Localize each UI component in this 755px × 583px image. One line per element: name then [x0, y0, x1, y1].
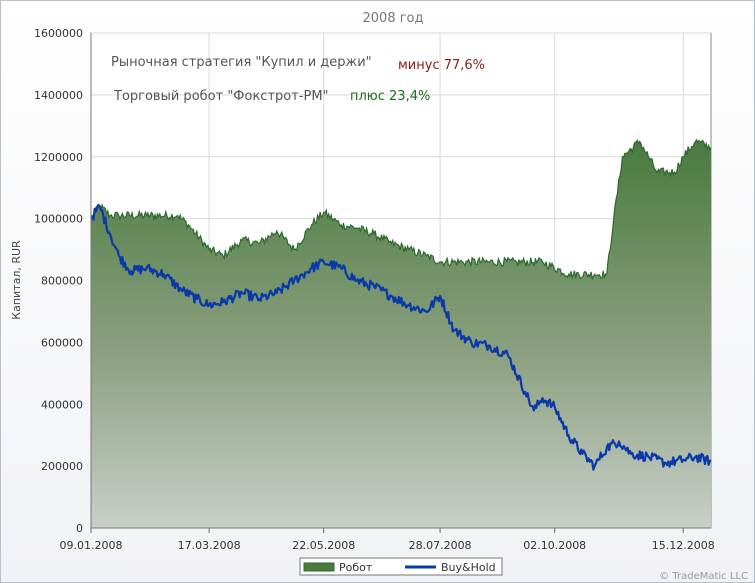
annotation-buyhold-label: Рыночная стратегия "Купил и держи" [111, 55, 372, 70]
x-tick-label: 09.01.2008 [60, 539, 123, 552]
x-tick-label: 15.12.2008 [652, 539, 715, 552]
legend-label-buyhold: Buy&Hold [441, 561, 496, 574]
chart-title: 2008 год [363, 11, 424, 26]
footer-credit: © TradeMatic LLC [659, 571, 748, 582]
series-group [90, 33, 712, 529]
series-robot-area [91, 139, 711, 528]
y-tick-label: 800000 [41, 275, 83, 288]
y-tick-label: 1400000 [34, 89, 83, 102]
annotation-robot-value: плюс 23,4% [350, 89, 430, 104]
y-tick-label: 0 [76, 522, 83, 535]
x-tick-label: 22.05.2008 [292, 539, 355, 552]
series-buyhold-line [90, 203, 712, 471]
x-tick-label: 02.10.2008 [523, 539, 586, 552]
x-tick-label: 28.07.2008 [409, 539, 472, 552]
annotation-robot-label: Торговый робот "Фокстрот-РМ" [113, 89, 329, 104]
series-robot-line [90, 138, 712, 281]
y-axis-label: Капитал, RUR [10, 240, 23, 320]
y-tick-label: 1600000 [34, 27, 83, 40]
x-tick-label: 17.03.2008 [178, 539, 241, 552]
legend-swatch-robot [303, 562, 335, 572]
y-tick-label: 1200000 [34, 151, 83, 164]
annotation-buyhold-value: минус 77,6% [398, 58, 485, 73]
y-tick-label: 400000 [41, 398, 83, 411]
y-axis-ticks: 0 200000 400000 600000 800000 1000000 1200000 1… [34, 27, 83, 535]
legend: Робот Buy&Hold [299, 557, 503, 576]
y-tick-label: 1000000 [34, 213, 83, 226]
y-tick-label: 200000 [41, 460, 83, 473]
y-tick-label: 600000 [41, 336, 83, 349]
x-axis-ticks: 09.01.2008 17.03.2008 22.05.2008 28.07.2008… [60, 539, 715, 552]
legend-label-robot: Робот [339, 561, 373, 574]
